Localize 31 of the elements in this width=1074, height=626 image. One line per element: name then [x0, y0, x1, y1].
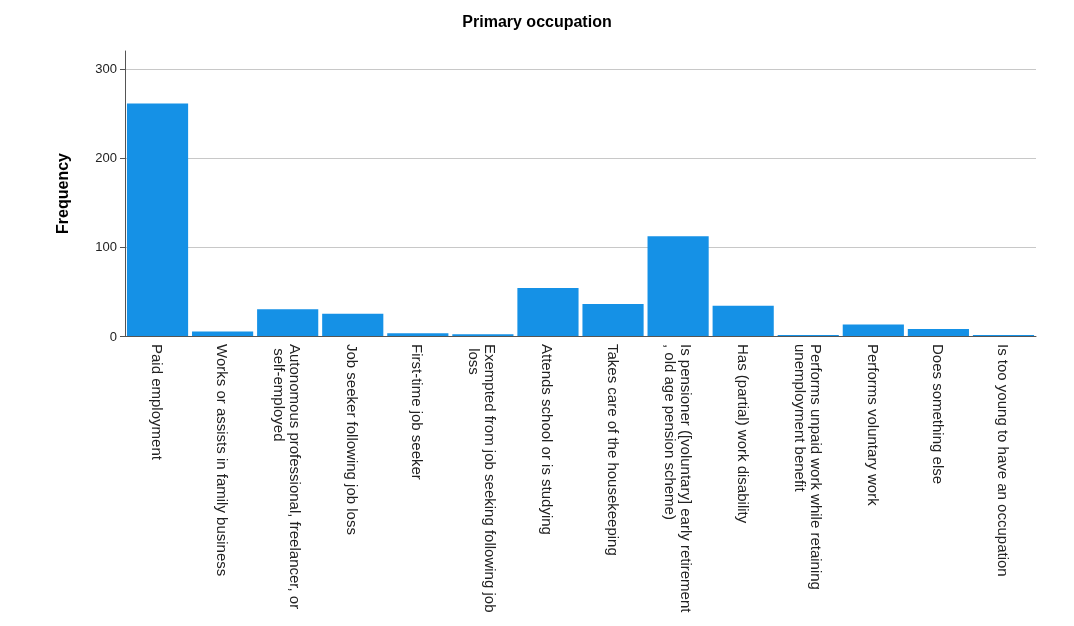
bar — [582, 303, 644, 336]
bar — [387, 333, 449, 336]
x-tick-label: Is pensioner ([voluntary] early retirement, old age pension scheme) — [661, 344, 695, 614]
y-axis-title: Frequency — [53, 152, 71, 234]
x-tick-label: Exempted from job seeking following job loss — [466, 344, 500, 613]
bar — [907, 328, 969, 336]
chart-title: Primary occupation — [462, 12, 612, 30]
x-tick-label: Performs unpaid work while retaining unemployment benefit — [791, 344, 825, 595]
x-tick-label: Takes care of the housekeeping — [604, 344, 622, 556]
x-tick-label: First-time job seeker — [409, 344, 427, 480]
x-tick-label: Works or assists in family business — [214, 344, 232, 577]
x-tick-label: Attends school or is studying — [539, 344, 557, 535]
bar — [647, 236, 709, 336]
bar — [712, 305, 774, 336]
x-tick-label: Has (partial) work disability — [734, 344, 752, 524]
x-tick-label: Paid employment — [149, 344, 167, 461]
x-tick-label: Autonomous professional, freelancer, or self-employed — [271, 344, 305, 610]
y-tick-label: 200 — [95, 150, 117, 166]
y-tick-label: 0 — [109, 328, 117, 344]
bar — [257, 309, 319, 336]
bar — [126, 103, 189, 336]
y-tick-label: 100 — [95, 239, 117, 255]
bar — [842, 324, 904, 336]
bar — [517, 287, 579, 336]
x-tick-label: Job seeker following job loss — [344, 344, 362, 535]
x-tick-label: Is too young to have an occupation — [994, 344, 1012, 577]
x-tick-label: Does something else — [929, 344, 947, 485]
bar — [322, 313, 384, 336]
x-tick-label: Performs voluntary work — [864, 344, 882, 507]
y-tick-label: 300 — [95, 61, 117, 77]
bar — [192, 331, 254, 336]
